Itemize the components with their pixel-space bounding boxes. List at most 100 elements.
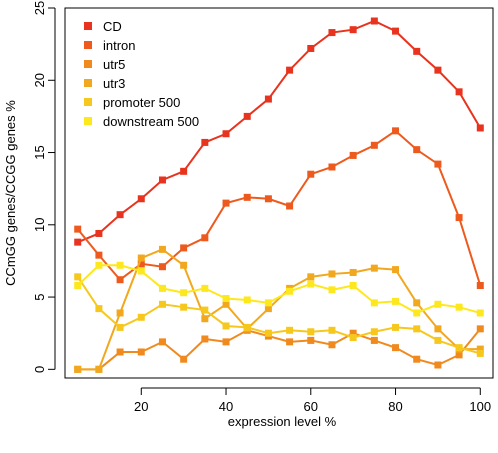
data-point	[413, 146, 421, 154]
y-tick-label: 0	[32, 366, 47, 373]
data-point	[264, 329, 272, 337]
data-point	[349, 26, 357, 34]
series-line	[77, 264, 481, 315]
data-point	[328, 29, 336, 37]
data-point	[137, 348, 145, 356]
data-point	[222, 199, 230, 207]
data-point	[201, 315, 209, 323]
data-point	[158, 245, 166, 253]
data-point	[286, 66, 294, 74]
data-point	[201, 234, 209, 242]
legend: CD intron utr5 utr3 promoter 500 downstream 5…	[84, 19, 199, 129]
data-point	[328, 341, 336, 349]
data-point	[476, 345, 484, 353]
data-point	[392, 266, 400, 274]
data-point	[137, 254, 145, 262]
legend-swatch	[84, 41, 92, 49]
data-point	[264, 305, 272, 313]
data-point	[434, 361, 442, 369]
data-point	[116, 348, 124, 356]
data-point	[243, 296, 251, 304]
data-point	[434, 300, 442, 308]
data-point	[370, 17, 378, 25]
data-point	[476, 349, 484, 357]
data-point	[370, 264, 378, 272]
series-intron	[74, 127, 484, 289]
data-point	[392, 127, 400, 135]
legend-swatch	[84, 98, 92, 106]
y-tick-label: 20	[32, 73, 47, 87]
data-point	[222, 322, 230, 330]
series-CD	[74, 17, 484, 246]
y-tick-label: 25	[32, 1, 47, 15]
y-tick-label: 5	[32, 293, 47, 300]
data-point	[286, 287, 294, 295]
series-line	[76, 276, 481, 355]
data-point	[116, 211, 124, 219]
data-point	[158, 176, 166, 184]
series-line	[76, 129, 482, 286]
data-point	[413, 299, 421, 307]
data-point	[455, 344, 463, 352]
data-point	[413, 355, 421, 363]
data-point	[180, 289, 188, 297]
data-point	[455, 88, 463, 96]
x-tick-label: 100	[469, 399, 491, 414]
legend-swatch	[84, 117, 92, 125]
data-point	[434, 66, 442, 74]
series-utr3	[74, 245, 484, 373]
data-point	[307, 280, 315, 288]
data-point	[307, 273, 315, 281]
data-point	[158, 263, 166, 271]
data-point	[476, 282, 484, 289]
series-line	[77, 248, 481, 371]
data-point	[137, 195, 145, 203]
data-point	[455, 351, 463, 359]
data-point	[370, 299, 378, 307]
data-point	[328, 163, 336, 171]
data-point	[243, 323, 251, 331]
y-tick-label: 15	[32, 145, 47, 159]
data-point	[158, 300, 166, 308]
data-point	[74, 282, 82, 289]
plot-frame	[64, 7, 494, 379]
legend-swatch	[84, 60, 92, 68]
data-point	[180, 167, 188, 175]
series-layer	[74, 17, 484, 373]
data-point	[116, 261, 124, 269]
data-point	[307, 44, 315, 52]
data-point	[95, 365, 103, 373]
legend-label: CD	[103, 19, 122, 34]
data-point	[476, 325, 484, 333]
data-point	[116, 309, 124, 317]
data-point	[392, 323, 400, 331]
data-point	[264, 299, 272, 307]
data-point	[243, 112, 251, 120]
data-point	[180, 261, 188, 269]
data-point	[307, 170, 315, 178]
data-point	[180, 303, 188, 311]
data-point	[349, 151, 357, 159]
x-axis-label: expression level %	[228, 414, 337, 429]
data-point	[328, 286, 336, 294]
data-point	[392, 27, 400, 35]
data-point	[455, 214, 463, 222]
data-point	[476, 124, 484, 132]
data-point	[137, 260, 145, 268]
data-point	[201, 335, 209, 343]
data-point	[201, 284, 209, 292]
legend-label: intron	[103, 38, 136, 53]
data-point	[222, 300, 230, 308]
data-point	[349, 334, 357, 342]
data-point	[95, 305, 103, 313]
data-point	[286, 202, 294, 210]
series-downstream-500	[74, 261, 484, 317]
legend-swatch	[84, 79, 92, 87]
data-point	[180, 244, 188, 252]
data-point	[286, 338, 294, 346]
x-tick-label: 60	[304, 399, 318, 414]
data-point	[413, 325, 421, 333]
data-point	[286, 326, 294, 334]
data-point	[392, 297, 400, 305]
